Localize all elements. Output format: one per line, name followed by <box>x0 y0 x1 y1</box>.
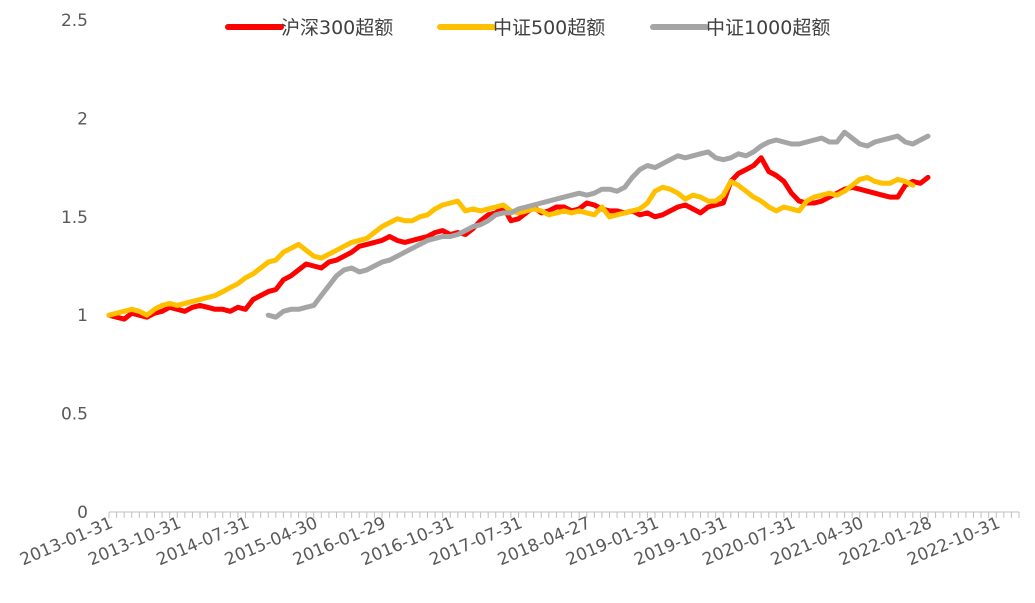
y-tick-label: 0.5 <box>61 405 88 425</box>
legend: 沪深300超额 中证500超额 中证1000超额 <box>225 17 830 39</box>
x-axis: 2013-01-312013-10-312014-07-312015-04-30… <box>17 511 1020 570</box>
legend-label: 中证500超额 <box>493 17 605 39</box>
legend-label: 中证1000超额 <box>706 17 830 39</box>
series-line-2 <box>106 174 916 318</box>
legend-label: 沪深300超额 <box>281 17 393 39</box>
y-axis: 0 0.5 1 1.5 2 2.5 <box>61 11 88 523</box>
series-line-3 <box>265 129 931 320</box>
y-tick-label: 2 <box>77 109 88 129</box>
series-layer <box>106 129 931 322</box>
y-tick-label: 1 <box>77 306 88 326</box>
y-tick-label: 2.5 <box>61 11 88 31</box>
y-tick-label: 1.5 <box>61 208 88 228</box>
y-tick-label: 0 <box>77 503 88 523</box>
series-line-1 <box>106 155 931 322</box>
